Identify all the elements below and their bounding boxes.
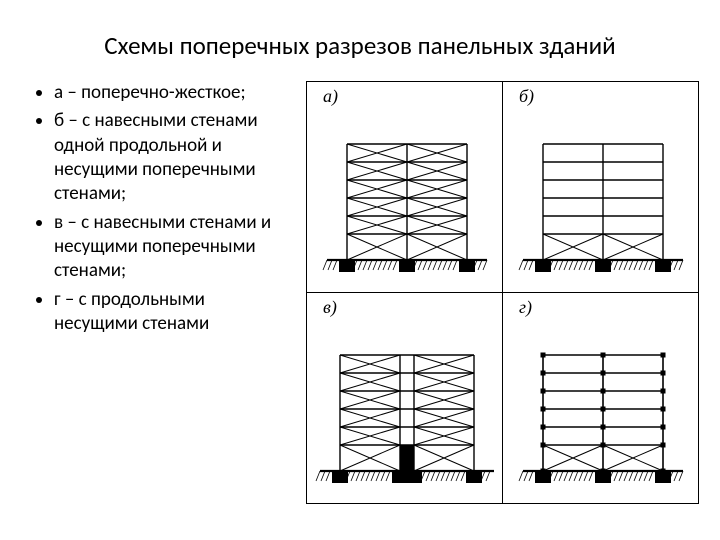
section-diagram: а) [307,82,502,292]
section-diagram: в) [307,293,502,503]
panel-a: а) [306,81,502,292]
figure-area: а) б) в) г) [300,81,699,504]
list-item: а – поперечно-жесткое; [54,81,290,105]
bullet-list: а – поперечно-жесткое; б – с навесными с… [30,81,300,504]
list-item: г – с продольными несущими стенами [54,288,290,337]
svg-text:а): а) [323,86,338,107]
section-diagram: г) [503,293,698,503]
svg-text:г): г) [519,297,532,318]
slide: Схемы поперечных разрезов панельных здан… [0,0,720,540]
panel-v: в) [306,292,502,504]
panel-b: б) [502,81,699,292]
slide-body: а – поперечно-жесткое; б – с навесными с… [30,81,690,504]
svg-text:в): в) [323,297,337,318]
section-diagram: б) [503,82,698,292]
panel-g: г) [502,292,699,504]
list-item: б – с навесными стенами одной продольной… [54,109,290,206]
list-item: в – с навесными стенами и несущими попер… [54,211,290,284]
svg-text:б): б) [519,86,534,107]
figure-grid: а) б) в) г) [306,81,699,504]
slide-title: Схемы поперечных разрезов панельных здан… [30,30,690,61]
